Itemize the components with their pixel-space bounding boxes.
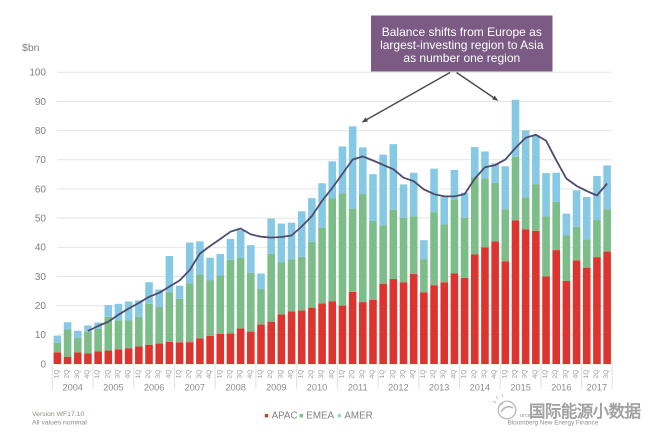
svg-text:4Q: 4Q: [288, 370, 295, 379]
svg-text:1Q: 1Q: [257, 370, 264, 379]
svg-text:Version WF17.10: Version WF17.10: [32, 411, 84, 418]
svg-text:30: 30: [35, 272, 47, 283]
svg-text:2Q: 2Q: [552, 370, 559, 379]
svg-text:2Q: 2Q: [186, 370, 193, 379]
svg-text:3Q: 3Q: [74, 370, 81, 379]
svg-text:2Q: 2Q: [308, 370, 315, 379]
svg-text:1Q: 1Q: [338, 370, 345, 379]
svg-text:largest-investing region to As: largest-investing region to Asia: [380, 38, 544, 52]
svg-text:3Q: 3Q: [318, 370, 325, 379]
svg-text:2Q: 2Q: [145, 370, 152, 379]
svg-text:100: 100: [29, 68, 46, 79]
svg-text:2Q: 2Q: [430, 370, 437, 379]
svg-text:2013: 2013: [429, 383, 449, 393]
svg-text:1Q: 1Q: [94, 370, 101, 379]
svg-text:4Q: 4Q: [247, 370, 254, 379]
svg-text:1Q: 1Q: [298, 370, 305, 379]
svg-text:1Q: 1Q: [583, 370, 590, 379]
svg-text:3Q: 3Q: [522, 370, 529, 379]
svg-text:3Q: 3Q: [155, 370, 162, 379]
svg-text:2006: 2006: [144, 383, 164, 393]
svg-text:1Q: 1Q: [53, 370, 60, 379]
svg-text:2012: 2012: [388, 383, 408, 393]
svg-text:20: 20: [35, 301, 47, 312]
svg-text:Balance shifts from Europe as: Balance shifts from Europe as: [382, 25, 542, 39]
svg-text:2017: 2017: [587, 383, 607, 393]
svg-text:4Q: 4Q: [532, 370, 539, 379]
svg-text:70: 70: [35, 155, 47, 166]
svg-text:4Q: 4Q: [410, 370, 417, 379]
svg-text:2Q: 2Q: [471, 370, 478, 379]
svg-text:2009: 2009: [266, 383, 286, 393]
svg-text:60: 60: [35, 184, 47, 195]
svg-text:80: 80: [35, 126, 47, 137]
svg-text:1Q: 1Q: [501, 370, 508, 379]
svg-text:All values nominal: All values nominal: [32, 420, 87, 427]
svg-text:10: 10: [35, 330, 47, 341]
svg-text:2008: 2008: [225, 383, 245, 393]
svg-text:2011: 2011: [348, 383, 368, 393]
svg-text:3Q: 3Q: [400, 370, 407, 379]
svg-text:4Q: 4Q: [573, 370, 580, 379]
svg-text:EMEA: EMEA: [306, 411, 334, 422]
svg-text:4Q: 4Q: [206, 370, 213, 379]
svg-text:50: 50: [35, 214, 47, 225]
svg-text:2015: 2015: [510, 383, 530, 393]
svg-text:1Q: 1Q: [461, 370, 468, 379]
svg-text:APAC: APAC: [272, 411, 298, 422]
svg-text:4Q: 4Q: [491, 370, 498, 379]
svg-text:国际能源小数据: 国际能源小数据: [529, 401, 642, 421]
svg-text:2007: 2007: [185, 383, 205, 393]
svg-text:3Q: 3Q: [196, 370, 203, 379]
svg-text:1Q: 1Q: [420, 370, 427, 379]
svg-text:AMER: AMER: [344, 411, 372, 422]
svg-text:2Q: 2Q: [389, 370, 396, 379]
svg-text:3Q: 3Q: [359, 370, 366, 379]
svg-text:2Q: 2Q: [512, 370, 519, 379]
svg-text:90: 90: [35, 97, 47, 108]
svg-text:4Q: 4Q: [165, 370, 172, 379]
svg-text:4Q: 4Q: [369, 370, 376, 379]
svg-text:2004: 2004: [62, 383, 82, 393]
svg-text:as number one region: as number one region: [403, 51, 520, 65]
svg-text:2010: 2010: [307, 383, 327, 393]
svg-text:2005: 2005: [103, 383, 123, 393]
svg-text:1Q: 1Q: [379, 370, 386, 379]
svg-text:3Q: 3Q: [440, 370, 447, 379]
svg-text:4Q: 4Q: [328, 370, 335, 379]
svg-text:2Q: 2Q: [104, 370, 111, 379]
svg-text:0: 0: [40, 359, 46, 370]
svg-text:$bn: $bn: [22, 42, 40, 54]
svg-text:3Q: 3Q: [481, 370, 488, 379]
svg-text:40: 40: [35, 243, 47, 254]
svg-text:4Q: 4Q: [450, 370, 457, 379]
svg-text:2Q: 2Q: [64, 370, 71, 379]
svg-text:Bloomberg New Energy Finance: Bloomberg New Energy Finance: [508, 420, 599, 427]
svg-text:2Q: 2Q: [349, 370, 356, 379]
svg-text:2Q: 2Q: [227, 370, 234, 379]
svg-text:4Q: 4Q: [84, 370, 91, 379]
svg-text:3Q: 3Q: [115, 370, 122, 379]
svg-text:3Q: 3Q: [237, 370, 244, 379]
svg-text:2014: 2014: [470, 383, 490, 393]
svg-text:3Q: 3Q: [603, 370, 610, 379]
svg-text:1Q: 1Q: [135, 370, 142, 379]
svg-text:1Q: 1Q: [216, 370, 223, 379]
svg-text:4Q: 4Q: [125, 370, 132, 379]
svg-text:2Q: 2Q: [593, 370, 600, 379]
svg-text:3Q: 3Q: [277, 370, 284, 379]
svg-text:3Q: 3Q: [562, 370, 569, 379]
svg-text:2Q: 2Q: [267, 370, 274, 379]
svg-text:2016: 2016: [551, 383, 571, 393]
svg-text:1Q: 1Q: [542, 370, 549, 379]
svg-text:1Q: 1Q: [176, 370, 183, 379]
svg-text:urce:: urce:: [520, 413, 533, 419]
